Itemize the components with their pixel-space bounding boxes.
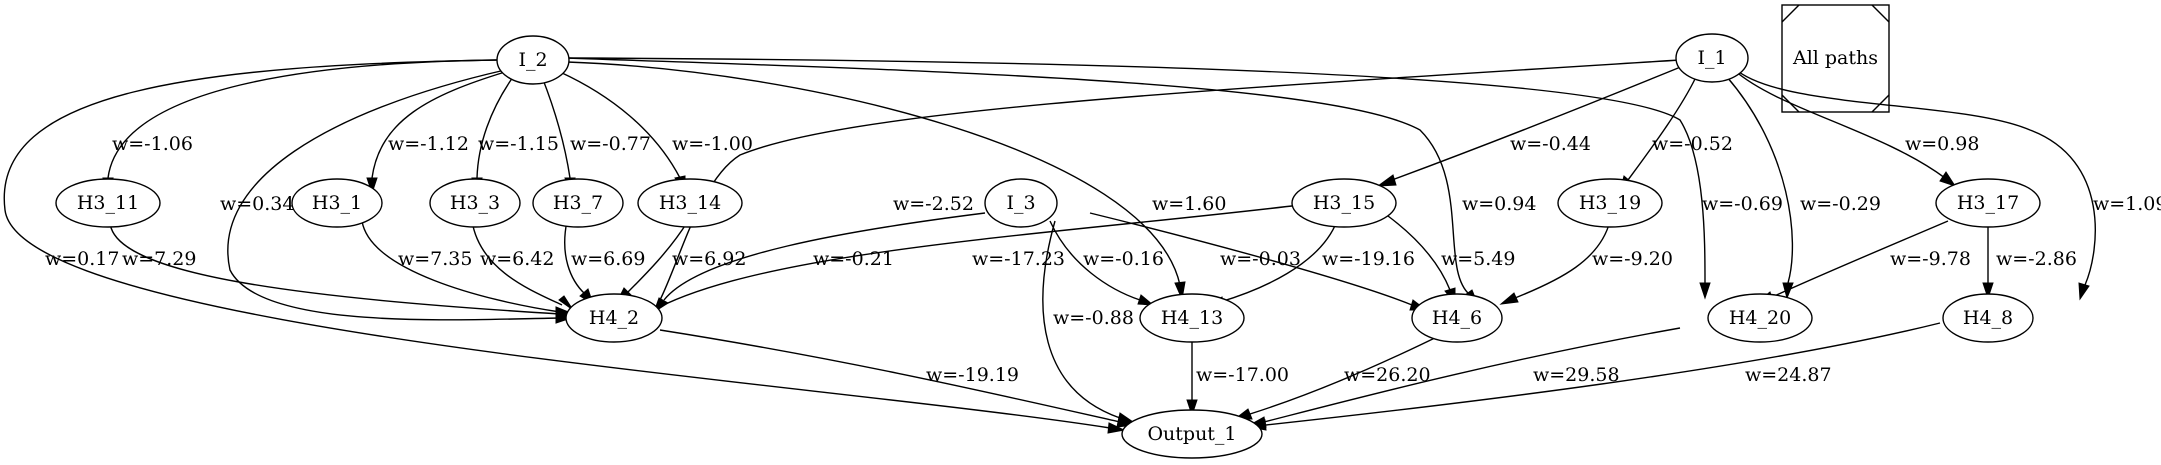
legend-box: All paths [1781,4,1890,113]
node-H3_3: H3_3 [429,178,521,228]
node-H3_7: H3_7 [532,178,624,228]
node-H3_17: H3_17 [1935,178,2041,228]
node-label: H4_13 [1161,307,1223,329]
node-label: I_3 [1006,192,1035,214]
edge-I_1-H4_20: w=-0.29 [1726,76,1881,300]
edge-label: w=6.42 [480,248,555,270]
edge-H4_8-Output_1: w=24.87 [1248,322,1941,431]
edge-label: w=-2.52 [893,193,974,215]
edge-I_2-H4_6: w=0.94 [566,57,1537,307]
edge-label: w=-0.77 [570,133,651,155]
edge-label: w=6.69 [571,248,646,270]
edge-label: w=-0.21 [813,248,894,270]
edge-label: w=-9.20 [1592,248,1673,270]
edge-I_2-Output_1: w=0.17 [3,59,1126,434]
edge-H3_7-H4_2: w=6.69 [564,220,646,306]
edge-I_1-H3_15: w=-0.44 [1376,65,1684,187]
edge-I_2-H3_1: w=-1.12 [366,71,506,195]
node-H3_14: H3_14 [637,178,743,228]
edge-label: w=-19.16 [1322,248,1415,270]
edge-label: w=-9.78 [1890,248,1971,270]
node-H3_11: H3_11 [55,178,161,228]
node-label: H3_3 [450,192,500,214]
edge-I_3-H4_6: w=-0.03 [1089,212,1428,311]
edge-H3_19-H4_6: w=-9.20 [1499,220,1673,305]
edge-label: w=-0.16 [1083,248,1164,270]
legend-label: All paths [1792,47,1878,69]
edge-I_1-H3_19: w=-0.52 [1619,76,1733,194]
edge-label: w=7.29 [122,248,197,270]
edge-I_2-H4_20: w=-0.69 [566,57,1783,300]
edge-label: w=-1.06 [112,133,193,155]
node-H4_6: H4_6 [1411,293,1503,343]
node-label: H3_11 [77,192,139,214]
node-label: H3_14 [659,192,721,214]
edge-label: w=6.92 [672,248,747,270]
node-label: H3_7 [553,192,603,214]
node-I_1: I_1 [1675,33,1749,83]
node-label: H4_20 [1729,307,1791,329]
node-label: H4_6 [1432,307,1482,329]
node-H4_8: H4_8 [1942,293,2034,343]
edge-H4_13-Output_1: w=-17.00 [1186,334,1289,417]
edge-label: w=-1.00 [672,133,753,155]
edge-label: w=26.20 [1344,364,1431,386]
edge-label: w=-0.44 [1510,133,1591,155]
edge-label: w=1.09 [2093,193,2161,215]
edge-label: w=24.87 [1745,364,1832,386]
edge-label: w=-19.19 [926,364,1019,386]
edge-label: w=-0.88 [1053,307,1134,329]
edge-label: w=29.58 [1533,364,1620,386]
edge-H4_20-Output_1: w=29.58 [1248,327,1681,428]
edge-label: w=-17.00 [1196,364,1289,386]
edge-I_1-H3_17: w=0.98 [1733,69,1980,187]
edge-label: w=0.17 [45,248,120,270]
node-label: H4_8 [1963,307,2013,329]
edge-label: w=0.98 [1905,133,1980,155]
node-H3_15: H3_15 [1291,178,1397,228]
edge-label: w=0.94 [1462,193,1537,215]
node-label: H3_1 [312,192,362,214]
edge-H3_3-H4_2: w=6.42 [471,220,574,311]
node-label: H3_15 [1313,192,1375,214]
edge-label: w=-1.15 [478,133,559,155]
edge-label: w=0.34 [220,193,295,215]
node-H4_2: H4_2 [565,293,663,343]
node-H4_20: H4_20 [1707,293,1813,343]
edge-label: w=-0.29 [1800,193,1881,215]
edge-I_3-H4_13: w=-0.16 [1049,220,1164,306]
edge-label: w=-2.86 [1996,248,2077,270]
edge-H4_6-Output_1: w=26.20 [1233,332,1446,420]
node-H4_13: H4_13 [1139,293,1245,343]
node-Output_1: Output_1 [1121,409,1263,459]
edge-label: w=5.49 [1441,248,1516,270]
node-H3_19: H3_19 [1557,178,1663,228]
edge-I_2-H3_11: w=-1.06 [102,59,499,195]
edge-label: w=-0.69 [1702,193,1783,215]
node-label: H4_2 [589,307,639,329]
edge-label: w=-17.23 [972,248,1065,270]
node-I_2: I_2 [496,35,570,85]
edge-H3_1-H4_2: w=7.35 [361,220,573,318]
node-label: H3_19 [1579,192,1641,214]
edge-H3_17-H4_8: w=-2.86 [1982,221,2077,300]
node-label: Output_1 [1147,423,1236,445]
node-I_3: I_3 [984,178,1058,228]
edge-I_2-H3_3: w=-1.15 [471,76,559,195]
edge-label: w=-0.52 [1652,133,1733,155]
node-label: H3_17 [1957,192,2019,214]
edge-I_2-H4_13: w=1.60 [566,61,1227,301]
node-H3_1: H3_1 [291,178,383,228]
edge-label: w=-1.12 [388,133,469,155]
edge-label: w=1.60 [1152,193,1227,215]
edge-I_1-H4_8: w=1.09 [1733,67,2161,301]
edge-H4_2-Output_1: w=-19.19 [659,329,1136,428]
edge-I_1-H4_2: w=-2.52 [638,59,1681,317]
edge-I_3-Output_1: w=-0.88 [1042,220,1135,424]
edge-label: w=-0.03 [1220,248,1301,270]
edge-label: w=7.35 [398,248,473,270]
node-label: I_2 [518,49,547,71]
node-label: I_1 [1697,47,1726,69]
